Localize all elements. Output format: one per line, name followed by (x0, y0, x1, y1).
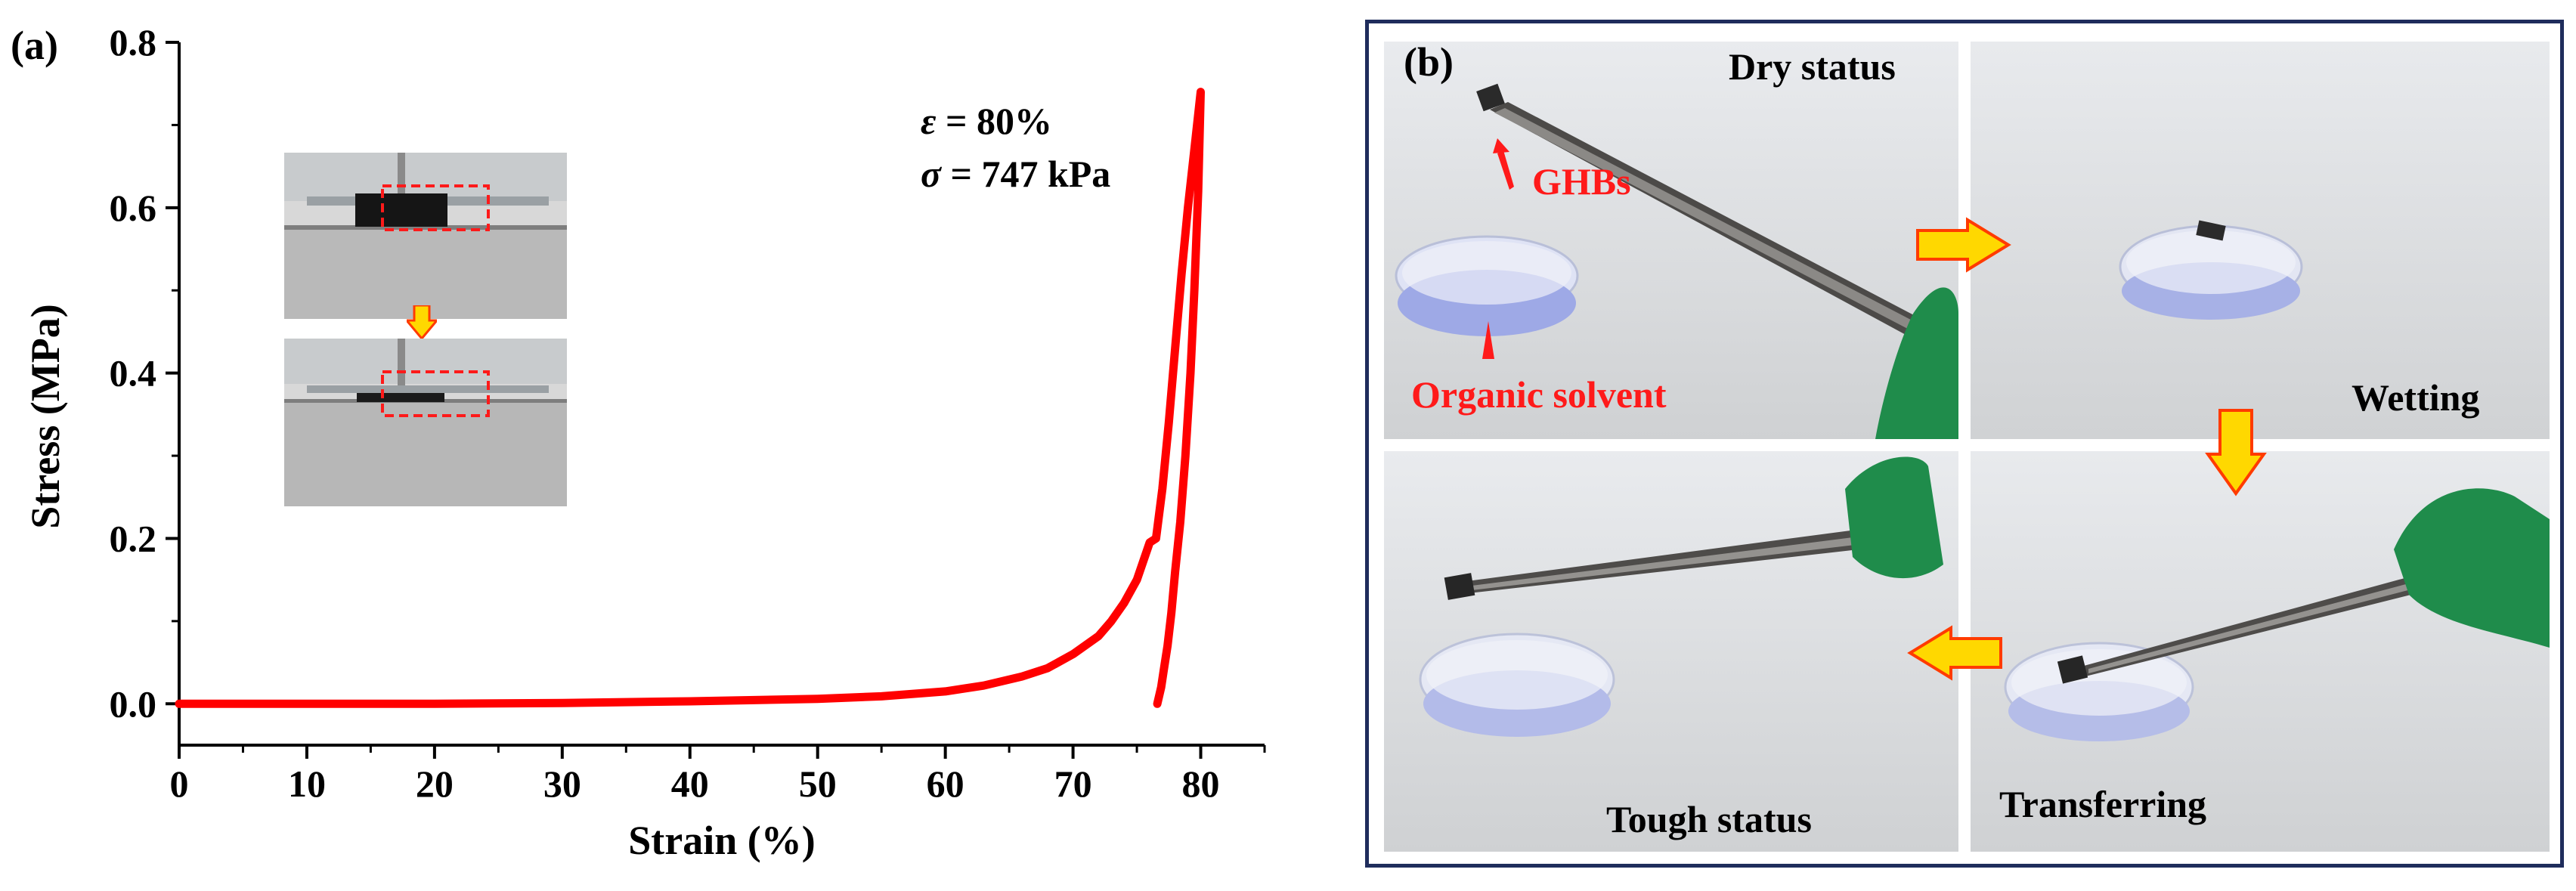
x-tick-label: 70 (1054, 763, 1092, 805)
label-dry-status: Dry status (1729, 45, 1896, 88)
photo-dry-status (1384, 42, 1958, 439)
label-tough-status: Tough status (1606, 798, 1812, 840)
label-ghbs: GHBs (1532, 160, 1631, 203)
x-tick-label: 80 (1182, 763, 1220, 805)
photo-tough-status (1384, 451, 1958, 852)
y-tick-label: 0.8 (110, 21, 157, 63)
left-arrow-icon (1907, 625, 2002, 681)
inset-photo-before-compression (284, 153, 567, 319)
y-tick-label: 0.6 (110, 187, 157, 229)
sigma-symbol: σ (921, 153, 943, 195)
stress-annotation: σ = 747 kPa (921, 153, 1110, 195)
inset-photo-after-compression (284, 339, 567, 506)
strain-annotation: ε = 80% (921, 100, 1052, 142)
panel-a: 0 10 20 30 40 50 60 70 80 0.0 0.2 0.4 0.6 0.8 Strain (… (11, 21, 1266, 863)
stress-strain-curve (175, 88, 1205, 708)
stress-strain-chart: 0 10 20 30 40 50 60 70 80 0.0 0.2 0.4 0.6 0.8 Strain (… (11, 21, 1266, 863)
label-wetting: Wetting (2352, 376, 2480, 419)
label-organic-solvent: Organic solvent (1411, 373, 1667, 416)
x-tick-label: 10 (288, 763, 326, 805)
y-axis-label: Stress (MPa) (23, 304, 68, 528)
y-tick-label: 0.4 (110, 352, 157, 394)
photo-wetting (1971, 42, 2550, 439)
x-tick-label: 60 (927, 763, 964, 805)
x-tick-label: 0 (170, 763, 189, 805)
panel-a-letter: (a) (11, 23, 58, 68)
highlight-box-after (381, 370, 490, 417)
strain-annotation-text: = 80% (937, 100, 1053, 142)
x-tick-label: 20 (416, 763, 454, 805)
x-axis-label: Strain (%) (628, 818, 815, 863)
label-transferring: Transferring (1999, 783, 2207, 825)
y-tick-label: 0.2 (110, 517, 157, 559)
y-tick-label: 0.0 (110, 682, 157, 725)
panel-b-letter: (b) (1404, 39, 1454, 85)
down-arrow-icon (2205, 409, 2267, 497)
stress-annotation-text: = 747 kPa (941, 153, 1110, 195)
x-tick-label: 50 (799, 763, 837, 805)
panel-b: (b) Dry status GHBs Organic solvent Wett… (1365, 20, 2564, 868)
x-tick-label: 30 (543, 763, 581, 805)
photo-transferring (1971, 451, 2550, 852)
x-tick-label: 40 (671, 763, 709, 805)
epsilon-symbol: ε (921, 100, 937, 142)
down-arrow-icon (407, 305, 437, 339)
highlight-box-before (381, 184, 490, 231)
right-arrow-icon (1916, 217, 2011, 273)
